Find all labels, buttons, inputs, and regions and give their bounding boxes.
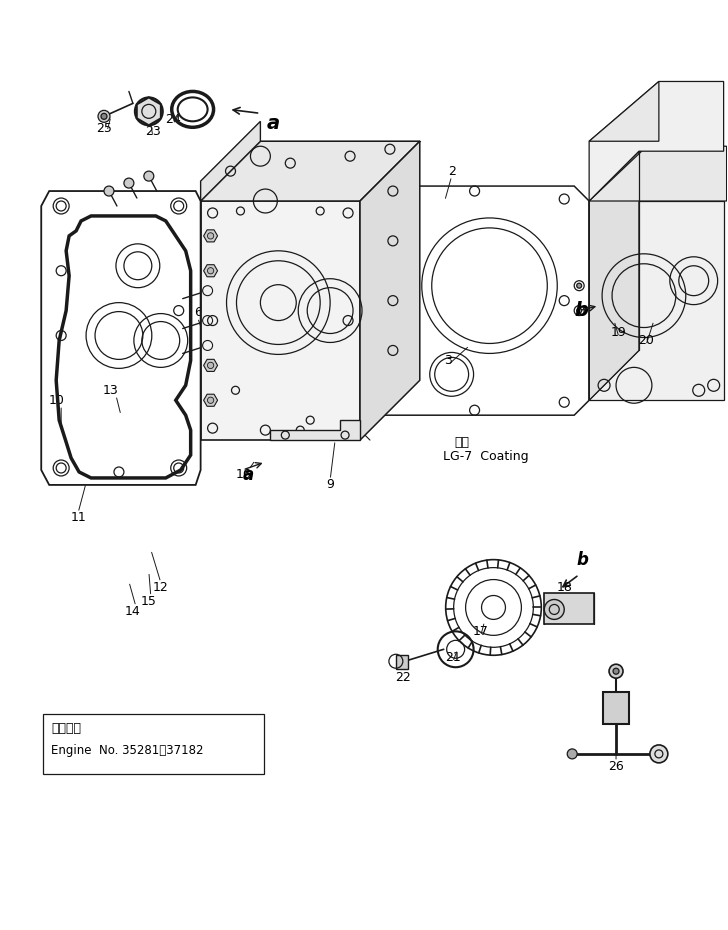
Circle shape <box>567 749 577 759</box>
Text: 適用号機: 適用号機 <box>51 723 82 736</box>
Circle shape <box>609 664 623 678</box>
Text: 17: 17 <box>472 625 488 638</box>
Text: 6: 6 <box>194 306 202 319</box>
Circle shape <box>207 363 214 368</box>
Text: 11: 11 <box>70 512 86 525</box>
Text: 2: 2 <box>448 165 456 178</box>
Polygon shape <box>589 152 639 400</box>
Polygon shape <box>589 146 727 201</box>
Circle shape <box>207 268 214 273</box>
Circle shape <box>577 308 582 313</box>
Polygon shape <box>201 201 360 440</box>
Bar <box>396 656 408 670</box>
Text: b: b <box>577 551 588 568</box>
Text: LG-7  Coating: LG-7 Coating <box>443 449 529 462</box>
Text: 14: 14 <box>125 604 141 618</box>
Circle shape <box>124 179 134 188</box>
Text: 15: 15 <box>141 595 157 608</box>
Circle shape <box>144 171 154 181</box>
Circle shape <box>207 232 214 239</box>
Text: 19: 19 <box>611 326 627 339</box>
Polygon shape <box>204 359 218 371</box>
Text: 16: 16 <box>236 469 251 482</box>
Polygon shape <box>589 82 724 201</box>
Text: 9: 9 <box>326 478 334 491</box>
Polygon shape <box>589 152 639 400</box>
Text: 3: 3 <box>444 354 451 367</box>
Bar <box>43 714 264 774</box>
Bar <box>603 692 629 724</box>
Text: 5: 5 <box>234 324 242 337</box>
Text: 21: 21 <box>445 651 461 664</box>
Circle shape <box>613 669 619 674</box>
Text: 層布: 層布 <box>455 435 470 448</box>
Circle shape <box>101 113 107 119</box>
Circle shape <box>98 111 110 123</box>
Circle shape <box>104 186 114 196</box>
Polygon shape <box>270 420 360 440</box>
Text: 18: 18 <box>556 581 572 594</box>
Polygon shape <box>204 265 218 277</box>
Text: 12: 12 <box>153 581 169 594</box>
Polygon shape <box>204 394 218 406</box>
Polygon shape <box>201 141 420 201</box>
Polygon shape <box>589 82 659 141</box>
Text: 20: 20 <box>638 334 654 347</box>
Polygon shape <box>201 121 261 201</box>
Text: a: a <box>243 466 254 484</box>
Text: 24: 24 <box>165 113 181 126</box>
Circle shape <box>207 397 214 404</box>
Text: 13: 13 <box>103 384 119 397</box>
Bar <box>545 592 594 624</box>
Text: Engine  No. 35281～37182: Engine No. 35281～37182 <box>51 744 204 757</box>
Text: 23: 23 <box>145 125 161 138</box>
Text: 4: 4 <box>210 274 218 287</box>
Polygon shape <box>204 230 218 242</box>
Text: 26: 26 <box>608 761 624 774</box>
Circle shape <box>650 745 668 763</box>
Text: 7: 7 <box>220 289 228 302</box>
Polygon shape <box>589 201 724 400</box>
Text: 22: 22 <box>395 671 411 684</box>
Text: 8: 8 <box>364 156 372 169</box>
Text: 1: 1 <box>314 206 322 219</box>
Text: 25: 25 <box>96 122 112 135</box>
Circle shape <box>545 600 564 619</box>
Circle shape <box>577 284 582 288</box>
Text: a: a <box>266 113 280 133</box>
Polygon shape <box>589 152 724 201</box>
Polygon shape <box>360 141 420 440</box>
Text: 10: 10 <box>48 393 64 406</box>
Text: b: b <box>574 301 588 320</box>
Polygon shape <box>137 98 161 126</box>
